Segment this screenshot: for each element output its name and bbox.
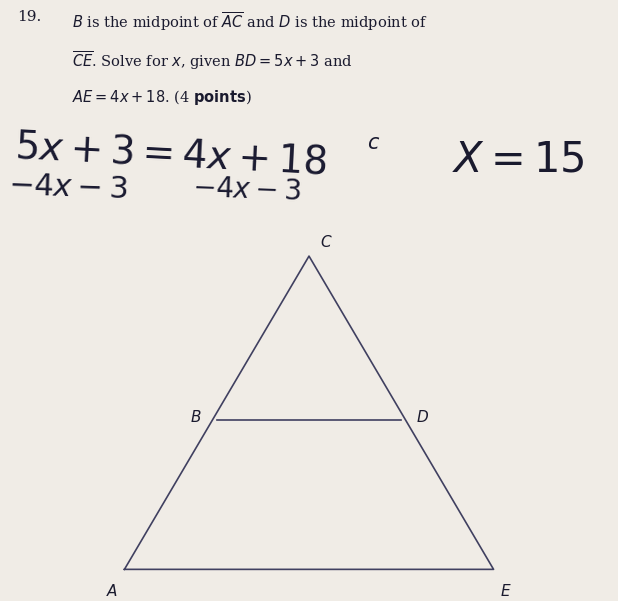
Text: 19.: 19. xyxy=(17,10,41,24)
Text: D: D xyxy=(417,410,428,425)
Text: $B$ is the midpoint of $\overline{AC}$ and $D$ is the midpoint of: $B$ is the midpoint of $\overline{AC}$ a… xyxy=(72,10,428,33)
Text: c: c xyxy=(368,133,379,153)
Text: B: B xyxy=(191,410,201,425)
Text: $-4x - 3$: $-4x - 3$ xyxy=(7,171,128,204)
Text: $X=15$: $X=15$ xyxy=(452,139,585,181)
Text: $-4x-3$: $-4x-3$ xyxy=(192,174,302,206)
Text: A: A xyxy=(107,584,117,599)
Text: C: C xyxy=(320,235,331,250)
Text: $AE = 4x+18$. (4 $\mathbf{points}$): $AE = 4x+18$. (4 $\mathbf{points}$) xyxy=(72,88,252,107)
Text: $\overline{CE}$. Solve for $x$, given $BD = 5x+3$ and: $\overline{CE}$. Solve for $x$, given $B… xyxy=(72,49,353,72)
Text: $5x+3=4x+18$: $5x+3=4x+18$ xyxy=(14,127,328,182)
Text: E: E xyxy=(501,584,510,599)
